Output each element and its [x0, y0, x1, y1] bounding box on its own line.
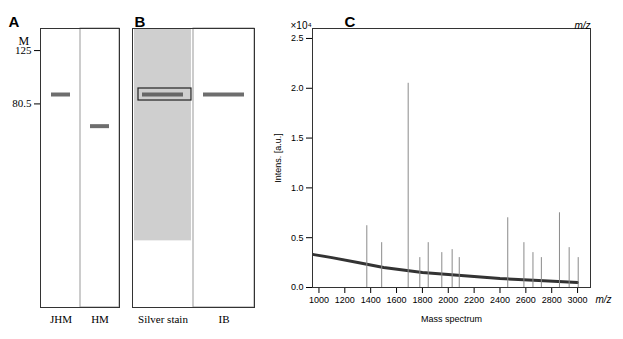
svg-text:m/z: m/z	[574, 20, 590, 31]
svg-text:A: A	[9, 13, 20, 30]
svg-text:1600: 1600	[387, 295, 407, 305]
svg-text:2600: 2600	[516, 295, 536, 305]
svg-text:×10⁴: ×10⁴	[291, 20, 312, 31]
svg-text:2800: 2800	[542, 295, 562, 305]
svg-text:1800: 1800	[412, 295, 432, 305]
svg-text:0.0: 0.0	[291, 282, 304, 292]
svg-text:1.0: 1.0	[291, 183, 304, 193]
svg-text:Mass spectrum: Mass spectrum	[421, 314, 482, 324]
svg-text:125: 125	[15, 44, 32, 57]
svg-text:HM: HM	[91, 313, 109, 325]
svg-text:m/z: m/z	[596, 294, 612, 305]
svg-text:B: B	[135, 13, 146, 30]
svg-text:IB: IB	[219, 313, 230, 325]
svg-text:1000: 1000	[309, 295, 329, 305]
svg-text:M: M	[19, 34, 30, 48]
svg-text:2.5: 2.5	[291, 33, 304, 43]
svg-text:0.5: 0.5	[291, 233, 304, 243]
svg-text:2200: 2200	[464, 295, 484, 305]
svg-text:2.0: 2.0	[291, 83, 304, 93]
svg-text:2000: 2000	[438, 295, 458, 305]
svg-text:80.5: 80.5	[12, 97, 32, 109]
svg-text:2400: 2400	[490, 295, 510, 305]
svg-text:1200: 1200	[335, 295, 355, 305]
svg-text:1.5: 1.5	[291, 133, 304, 143]
svg-text:3000: 3000	[568, 295, 588, 305]
svg-text:Silver stain: Silver stain	[138, 313, 188, 325]
svg-text:1400: 1400	[361, 295, 381, 305]
svg-text:Intens. [a.u.]: Intens. [a.u.]	[273, 133, 283, 183]
svg-text:JHM: JHM	[50, 313, 72, 325]
svg-text:C: C	[345, 13, 356, 30]
